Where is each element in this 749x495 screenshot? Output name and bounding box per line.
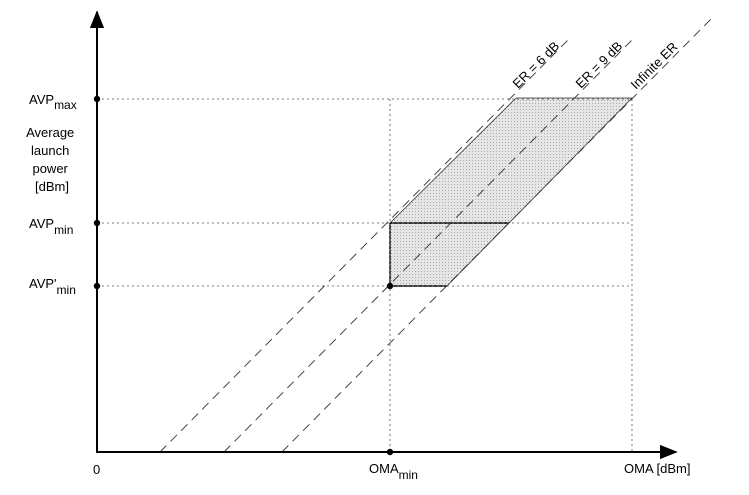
oma-min-label: OMAmin	[369, 461, 418, 482]
avp-max-tick-dot	[93, 95, 101, 103]
er-infinite-label: Infinite ER	[628, 39, 681, 92]
avp-min-label: AVPmin	[29, 216, 73, 237]
er-6db-label: ER = 6 dB	[510, 38, 563, 91]
avp-max-label: AVPmax	[29, 92, 77, 112]
x-axis-title: OMA [dBm]	[624, 461, 690, 476]
er-9db-label: ER = 9 dB	[573, 38, 626, 91]
avp-min-prime-tick-dot	[93, 282, 101, 290]
oma-min-corner-dot	[386, 282, 394, 290]
oma-min-tick-dot	[386, 448, 394, 456]
er-9db-line	[223, 39, 633, 453]
y-axis-title: Average launch power [dBm]	[26, 125, 78, 194]
avp-min-prime-label: AVP'min	[29, 276, 76, 297]
compliance-region	[389, 97, 633, 287]
er-6db-line	[159, 39, 569, 453]
origin-label: 0	[93, 462, 100, 477]
er-infinite-line	[281, 17, 713, 453]
avp-min-tick-dot	[93, 219, 101, 227]
